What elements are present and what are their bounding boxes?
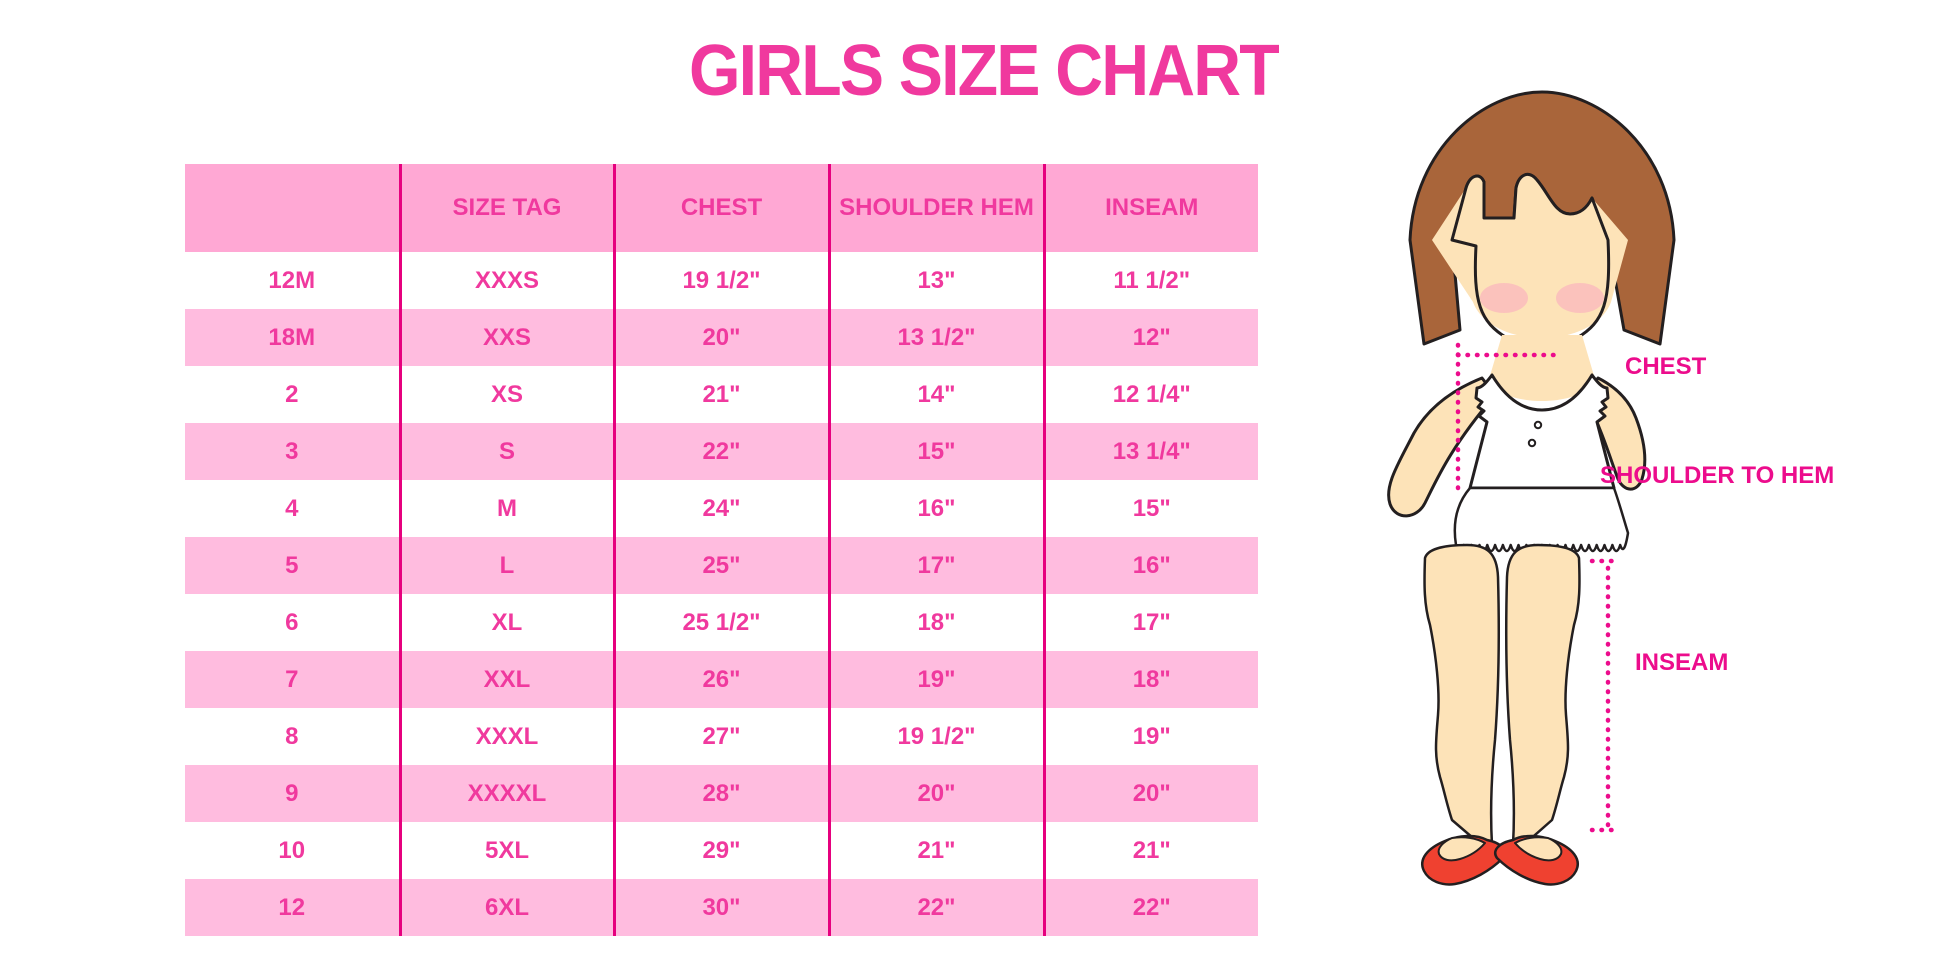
svg-text:INSEAM: INSEAM bbox=[1635, 649, 1728, 676]
svg-text:SHOULDER TO HEM: SHOULDER TO HEM bbox=[1600, 462, 1834, 489]
svg-text:CHEST: CHEST bbox=[1625, 353, 1707, 380]
